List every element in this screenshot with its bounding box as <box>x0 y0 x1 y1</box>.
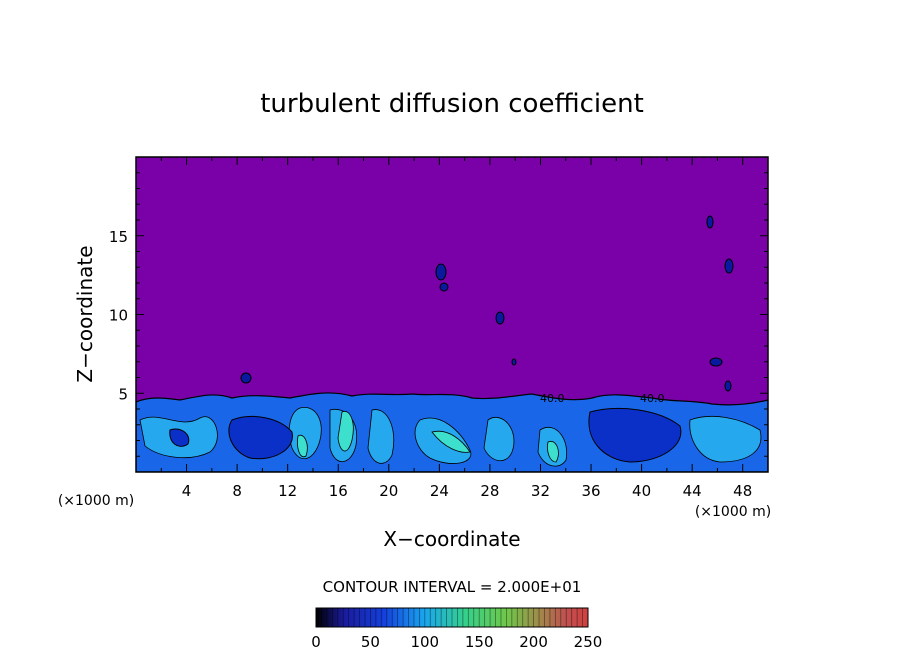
turbulent-eddies-dark <box>169 407 682 463</box>
scattered-cells <box>240 215 734 392</box>
plot-area <box>136 157 768 472</box>
y-axis: 5 10 15 <box>109 172 768 457</box>
chart-title: turbulent diffusion coefficient <box>260 89 644 119</box>
x-tick-label: 4 <box>182 482 192 500</box>
colorbar-tick-label: 50 <box>361 633 380 651</box>
x-tick-label: 48 <box>733 482 752 500</box>
x-tick-label: 12 <box>278 482 297 500</box>
x-tick-label: 8 <box>232 482 242 500</box>
x-tick-label: 40 <box>632 482 651 500</box>
y-tick-label: 15 <box>109 228 128 246</box>
y-tick-label: 5 <box>118 385 128 403</box>
x-axis: 4 8 12 16 20 24 28 32 36 40 44 48 <box>160 157 769 500</box>
x-tick-label: 16 <box>329 482 348 500</box>
colorbar <box>315 607 589 628</box>
colorbar-ticks: 0 50 100 150 200 250 <box>311 633 602 651</box>
colorbar-tick-label: 250 <box>574 633 603 651</box>
contour-interval: CONTOUR INTERVAL = 2.000E+01 <box>323 578 582 596</box>
contour-label: 40.0 <box>640 392 665 405</box>
colorbar-tick-label: 150 <box>465 633 494 651</box>
x-tick-label: 44 <box>683 482 702 500</box>
x-tick-label: 32 <box>531 482 550 500</box>
colorbar-tick-label: 0 <box>311 633 321 651</box>
turbulent-eddies-bright <box>297 410 559 463</box>
y-axis-label: Z−coordinate <box>73 245 97 382</box>
colorbar-tick-label: 100 <box>410 633 439 651</box>
y-tick-label: 10 <box>109 307 128 325</box>
x-tick-label: 24 <box>430 482 449 500</box>
x-tick-label: 20 <box>379 482 398 500</box>
x-unit-left: (×1000 m) <box>58 493 134 509</box>
x-axis-label: X−coordinate <box>383 527 520 551</box>
x-tick-label: 36 <box>581 482 600 500</box>
colorbar-stripes <box>315 608 589 627</box>
x-tick-label: 28 <box>480 482 499 500</box>
colorbar-tick-label: 200 <box>519 633 548 651</box>
x-unit-right: (×1000 m) <box>695 504 771 520</box>
contour-label: 40.0 <box>540 392 565 405</box>
